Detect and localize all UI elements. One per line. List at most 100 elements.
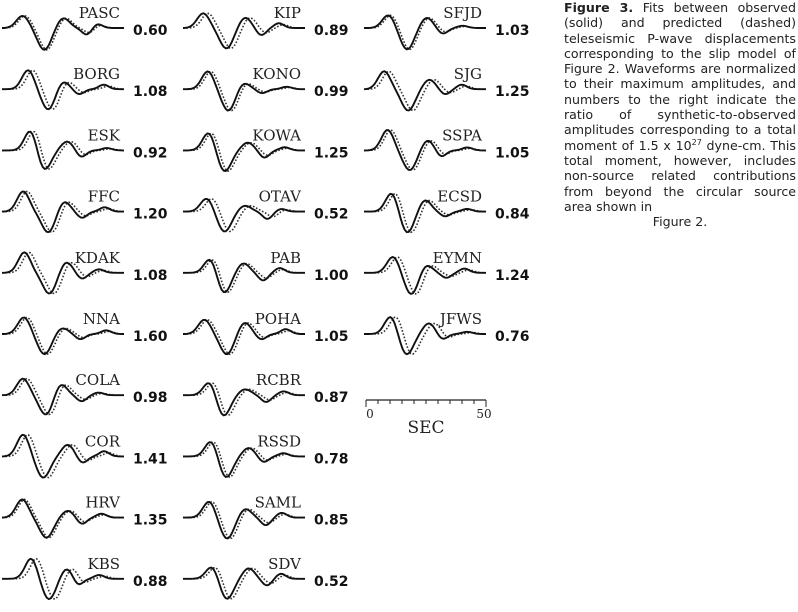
amplitude-ratio: 0.98 [133,390,168,406]
observed-waveform [183,566,305,600]
station-label: SJG [454,65,482,83]
observed-waveform [183,500,305,540]
amplitude-ratio: 1.60 [133,329,168,345]
waveform-panel-borg: BORG 1.08 [2,65,168,111]
waveform-panel-kip: KIP 0.89 [182,4,349,50]
waveform-panel-ffc: FFC 1.20 [1,188,168,234]
waveform-panel-sfjd: SFJD 1.03 [364,4,530,51]
observed-waveform [1,433,124,479]
amplitude-ratio: 0.87 [314,390,349,406]
waveform-panel-saml: SAML 0.85 [183,494,349,540]
predicted-waveform [183,197,305,233]
station-label: COLA [75,371,120,389]
amplitude-ratio: 0.88 [133,574,168,590]
station-label: FFC [88,188,120,206]
caption-text: Fits between observed (solid) and predic… [564,0,796,153]
amplitude-ratio: 1.08 [133,268,168,284]
observed-waveform [2,14,124,51]
amplitude-ratio: 1.03 [495,23,530,39]
waveform-panel-sspa: SSPA 1.05 [364,126,530,171]
scale-start-label: 0 [366,407,374,421]
observed-waveform [2,557,124,601]
waveform-panel-hrv: HRV 1.35 [1,494,168,539]
time-scale-bar: 0 50 SEC [365,399,492,438]
waveform-panel-rssd: RSSD 0.78 [183,432,349,479]
amplitude-ratio: 1.20 [133,207,168,223]
amplitude-ratio: 1.25 [314,145,349,161]
observed-waveform [364,14,486,51]
predicted-waveform [364,316,487,356]
observed-waveform [183,441,305,478]
caption-exponent: 27 [691,137,702,147]
station-label: EYMN [433,249,482,267]
waveform-panel-kowa: KOWA 1.25 [183,126,349,173]
waveform-panel-kdak: KDAK 1.08 [2,249,168,295]
amplitude-ratio: 1.35 [133,513,168,529]
predicted-waveform [364,128,486,171]
predicted-waveform [2,190,125,233]
observed-waveform [1,377,124,416]
waveform-figure: PASC 0.60 BORG 1.08 ESK 0.92 FFC 1.20 KDAK 1.08 NN… [1,4,530,601]
observed-waveform [1,190,124,234]
waveform-panel-pab: PAB 1.00 [183,249,349,294]
amplitude-ratio: 0.89 [314,23,349,39]
figure-caption: Figure 3. Fits between observed (solid) … [564,0,796,229]
waveform-panel-eymn: EYMN 1.24 [364,249,530,295]
amplitude-ratio: 0.76 [495,329,530,345]
caption-label: Figure 3. [564,0,634,15]
station-label: HRV [85,494,121,512]
observed-waveform [1,498,124,539]
waveform-panel-sdv: SDV 0.52 [183,555,349,600]
station-label: SSPA [442,126,482,144]
amplitude-ratio: 0.52 [314,574,349,590]
observed-waveform [2,316,124,356]
station-label: KOWA [252,126,301,144]
caption-last-line: Figure 2. [652,214,708,230]
station-label: OTAV [259,188,303,206]
waveform-panel-nna: NNA 1.60 [2,310,168,356]
station-label: KONO [252,65,301,83]
waveform-panel-esk: ESK 0.92 [2,126,168,170]
waveform-panel-rcbr: RCBR 0.87 [183,371,349,417]
amplitude-ratio: 1.00 [314,268,349,284]
amplitude-ratio: 1.24 [495,268,530,284]
caption-text-continued: dyne-cm. This total moment, however, inc… [564,137,796,214]
station-label: PASC [79,4,120,22]
observed-waveform [183,258,305,294]
waveform-panel-ecsd: ECSD 0.84 [364,188,530,234]
observed-waveform [364,192,486,234]
station-label: RCBR [256,371,302,389]
waveform-panel-otav: OTAV 0.52 [183,188,349,233]
waveform-panel-jfws: JFWS 0.76 [364,310,530,356]
station-label: SFJD [443,4,482,22]
amplitude-ratio: 0.99 [314,84,349,100]
observed-waveform [2,130,124,170]
observed-waveform [183,70,305,112]
amplitude-ratio: 0.60 [133,23,168,39]
predicted-waveform [183,259,305,294]
observed-waveform [183,197,305,233]
observed-waveform [364,129,486,171]
observed-waveform [183,132,305,173]
predicted-waveform [183,70,305,112]
station-label: RSSD [257,432,301,450]
waveform-panel-kono: KONO 0.99 [183,65,349,112]
predicted-waveform [364,256,486,295]
station-label: KIP [274,4,301,22]
station-label: KBS [87,555,120,573]
station-label: NNA [83,310,120,328]
amplitude-ratio: 1.41 [133,451,168,467]
amplitude-ratio: 0.52 [314,207,349,223]
waveform-panel-kbs: KBS 0.88 [2,555,168,601]
scale-end-label: 50 [476,407,491,421]
amplitude-ratio: 0.85 [314,513,349,529]
observed-waveform [183,318,305,355]
station-label: SAML [255,494,301,512]
station-label: PAB [270,249,301,267]
station-label: SDV [268,555,302,573]
station-label: BORG [73,65,120,83]
station-label: ECSD [437,188,482,206]
station-label: JFWS [438,310,482,328]
predicted-waveform [2,130,125,170]
observed-waveform [182,12,305,50]
